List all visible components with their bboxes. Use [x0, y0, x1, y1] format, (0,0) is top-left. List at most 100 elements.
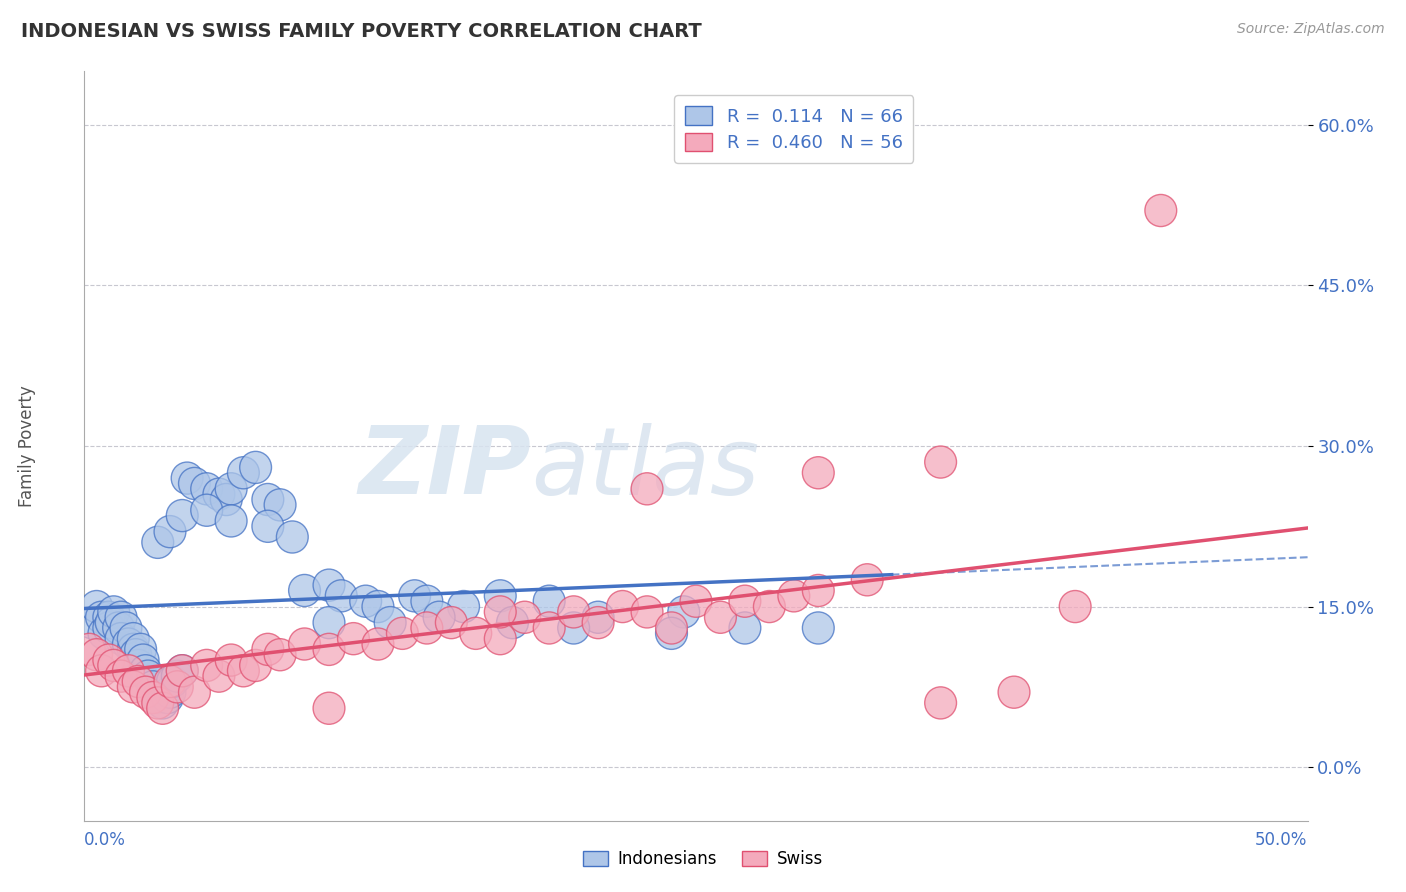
Ellipse shape: [103, 612, 135, 644]
Ellipse shape: [803, 457, 834, 489]
Ellipse shape: [361, 591, 394, 623]
Ellipse shape: [314, 692, 344, 724]
Ellipse shape: [166, 655, 198, 687]
Ellipse shape: [704, 601, 737, 633]
Text: Source: ZipAtlas.com: Source: ZipAtlas.com: [1237, 22, 1385, 37]
Ellipse shape: [728, 612, 761, 644]
Ellipse shape: [98, 596, 129, 628]
Ellipse shape: [314, 633, 344, 665]
Text: atlas: atlas: [531, 423, 759, 514]
Ellipse shape: [288, 574, 321, 607]
Ellipse shape: [239, 649, 271, 681]
Ellipse shape: [155, 665, 186, 698]
Ellipse shape: [447, 591, 479, 623]
Ellipse shape: [122, 665, 155, 698]
Ellipse shape: [129, 655, 162, 687]
Ellipse shape: [399, 580, 430, 612]
Ellipse shape: [155, 676, 186, 708]
Ellipse shape: [117, 671, 149, 703]
Ellipse shape: [350, 585, 381, 617]
Ellipse shape: [484, 580, 516, 612]
Ellipse shape: [202, 478, 235, 510]
Ellipse shape: [582, 607, 614, 639]
Ellipse shape: [851, 564, 883, 596]
Ellipse shape: [86, 655, 117, 687]
Ellipse shape: [228, 457, 259, 489]
Text: ZIP: ZIP: [359, 423, 531, 515]
Ellipse shape: [668, 596, 700, 628]
Ellipse shape: [122, 649, 155, 681]
Ellipse shape: [105, 623, 136, 655]
Ellipse shape: [127, 644, 159, 676]
Ellipse shape: [215, 473, 247, 505]
Ellipse shape: [86, 601, 117, 633]
Ellipse shape: [156, 665, 188, 698]
Ellipse shape: [484, 596, 516, 628]
Ellipse shape: [460, 617, 492, 649]
Ellipse shape: [314, 607, 344, 639]
Ellipse shape: [631, 596, 664, 628]
Text: 0.0%: 0.0%: [84, 831, 127, 849]
Ellipse shape: [76, 607, 108, 639]
Legend: Indonesians, Swiss: Indonesians, Swiss: [576, 844, 830, 875]
Ellipse shape: [73, 633, 105, 665]
Ellipse shape: [162, 671, 193, 703]
Ellipse shape: [239, 451, 271, 483]
Ellipse shape: [655, 612, 688, 644]
Ellipse shape: [582, 601, 614, 633]
Ellipse shape: [288, 628, 321, 660]
Ellipse shape: [1059, 591, 1091, 623]
Ellipse shape: [152, 681, 183, 714]
Ellipse shape: [93, 644, 125, 676]
Ellipse shape: [136, 681, 169, 714]
Ellipse shape: [202, 660, 235, 692]
Ellipse shape: [778, 580, 810, 612]
Ellipse shape: [277, 521, 308, 553]
Ellipse shape: [80, 639, 112, 671]
Text: INDONESIAN VS SWISS FAMILY POVERTY CORRELATION CHART: INDONESIAN VS SWISS FAMILY POVERTY CORRE…: [21, 22, 702, 41]
Ellipse shape: [166, 500, 198, 532]
Ellipse shape: [191, 473, 222, 505]
Ellipse shape: [129, 676, 162, 708]
Ellipse shape: [179, 676, 211, 708]
Ellipse shape: [136, 671, 169, 703]
Ellipse shape: [98, 649, 129, 681]
Text: 50.0%: 50.0%: [1256, 831, 1308, 849]
Ellipse shape: [533, 612, 565, 644]
Ellipse shape: [558, 612, 589, 644]
Legend: R =  0.114   N = 66, R =  0.460   N = 56: R = 0.114 N = 66, R = 0.460 N = 56: [675, 95, 914, 163]
Ellipse shape: [105, 660, 136, 692]
Ellipse shape: [496, 607, 529, 639]
Ellipse shape: [117, 633, 149, 665]
Ellipse shape: [754, 591, 786, 623]
Ellipse shape: [436, 607, 467, 639]
Ellipse shape: [728, 585, 761, 617]
Ellipse shape: [162, 660, 193, 692]
Ellipse shape: [803, 612, 834, 644]
Ellipse shape: [631, 473, 664, 505]
Ellipse shape: [112, 628, 145, 660]
Ellipse shape: [264, 489, 297, 521]
Ellipse shape: [925, 446, 956, 478]
Ellipse shape: [533, 585, 565, 617]
Ellipse shape: [606, 591, 638, 623]
Ellipse shape: [112, 655, 145, 687]
Ellipse shape: [80, 591, 112, 623]
Ellipse shape: [215, 505, 247, 537]
Ellipse shape: [228, 655, 259, 687]
Ellipse shape: [1144, 194, 1177, 227]
Ellipse shape: [681, 585, 711, 617]
Ellipse shape: [89, 617, 120, 649]
Ellipse shape: [125, 633, 156, 665]
Ellipse shape: [387, 617, 419, 649]
Ellipse shape: [423, 601, 456, 633]
Ellipse shape: [211, 483, 242, 516]
Ellipse shape: [361, 628, 394, 660]
Ellipse shape: [155, 516, 186, 548]
Ellipse shape: [325, 580, 357, 612]
Ellipse shape: [179, 467, 211, 500]
Ellipse shape: [166, 655, 198, 687]
Ellipse shape: [252, 633, 284, 665]
Ellipse shape: [172, 462, 202, 494]
Ellipse shape: [655, 617, 688, 649]
